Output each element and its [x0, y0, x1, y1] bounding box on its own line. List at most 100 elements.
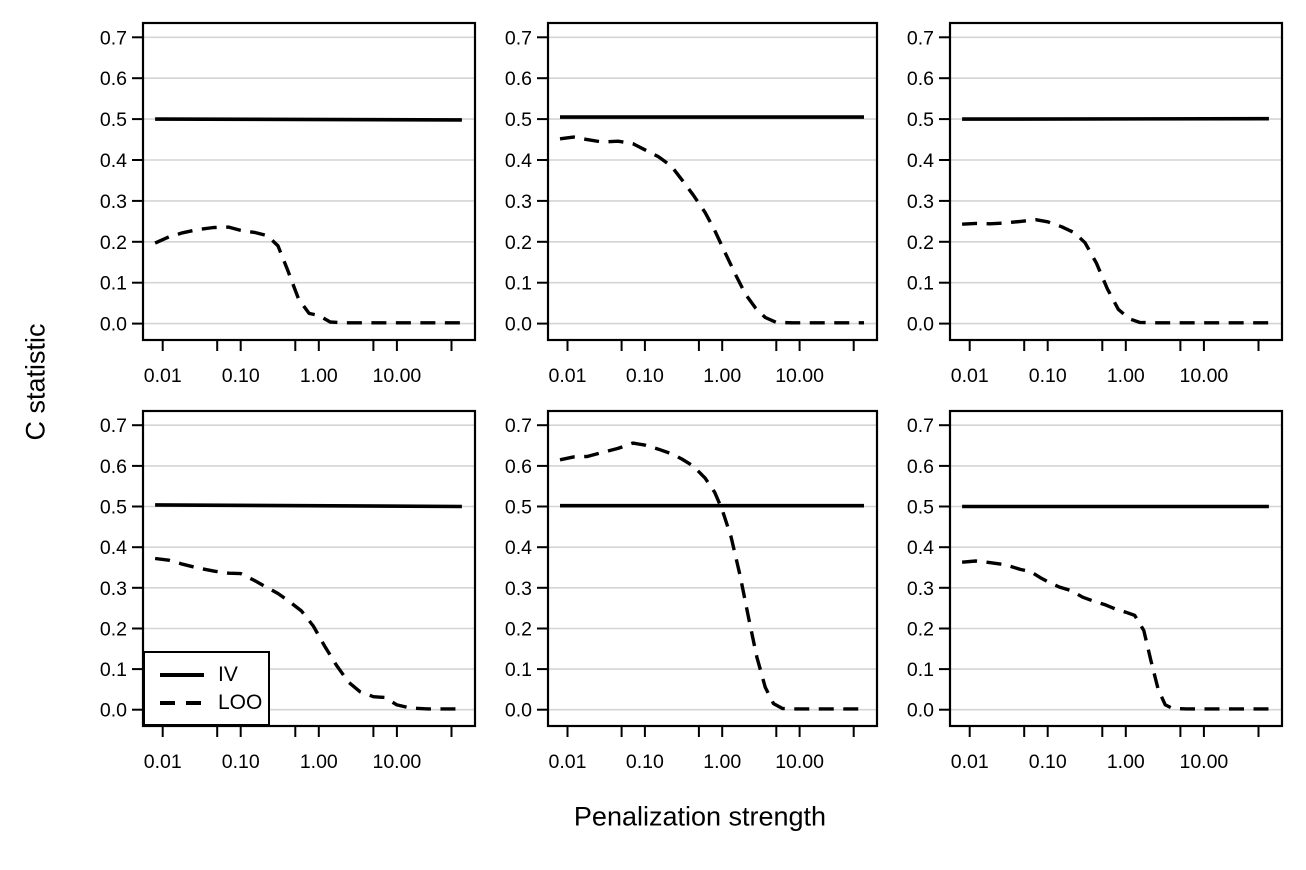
x-tick-label: 0.10	[1029, 751, 1067, 773]
x-tick-label: 0.10	[222, 751, 260, 773]
x-tick-label: 0.10	[626, 751, 664, 773]
loo-line	[962, 218, 1269, 325]
y-tick-label: 0.7	[100, 27, 127, 49]
y-tick-label: 0.6	[505, 68, 532, 90]
y-tick-label: 0.6	[100, 456, 127, 478]
y-tick-label: 0.4	[907, 537, 934, 559]
x-axis-label: Penalization strength	[573, 801, 827, 832]
x-tick-label: 0.01	[144, 751, 182, 773]
y-tick-label: 0.3	[100, 191, 127, 213]
y-tick-label: 0.2	[505, 232, 532, 254]
x-tick-label: 1.00	[1107, 751, 1145, 773]
y-tick-label: 0.3	[907, 578, 934, 600]
y-tick-label: 0.4	[505, 537, 532, 559]
panel-border	[141, 409, 477, 728]
x-tick-label: 10.00	[1179, 751, 1228, 773]
x-tick-label: 10.00	[775, 751, 824, 773]
y-tick-label: 0.7	[907, 415, 934, 437]
y-tick-label: 0.6	[907, 456, 934, 478]
x-tick-label: 0.10	[1029, 365, 1067, 387]
x-tick-label: 10.00	[372, 751, 421, 773]
panel-border	[546, 21, 879, 342]
x-tick-label: 1.00	[703, 751, 741, 773]
y-tick-label: 0.7	[100, 415, 127, 437]
legend: IV LOO	[143, 651, 270, 726]
y-tick-label: 0.5	[100, 109, 127, 131]
y-tick-label: 0.3	[907, 191, 934, 213]
loo-line	[154, 556, 462, 711]
x-tick-label: 0.10	[222, 365, 260, 387]
x-tick-label: 0.01	[549, 365, 587, 387]
y-tick-label: 0.2	[100, 619, 127, 641]
x-tick-label: 0.10	[626, 365, 664, 387]
y-tick-label: 0.0	[907, 700, 934, 722]
y-tick-label: 0.7	[505, 27, 532, 49]
y-tick-label: 0.0	[100, 700, 127, 722]
x-tick-label: 0.01	[144, 365, 182, 387]
x-tick-label: 10.00	[775, 365, 824, 387]
x-tick-label: 10.00	[1179, 365, 1228, 387]
x-tick-label: 1.00	[703, 365, 741, 387]
chart-panel-top-left: 0.0 0.1 0.2 0.3 0.4 0.5 0.6 0.7 0.01 0.10 1.00 10.0…	[100, 21, 477, 387]
x-tick-label: 0.01	[549, 751, 587, 773]
y-tick-label: 0.0	[907, 314, 934, 336]
x-tick-label: 0.01	[951, 365, 989, 387]
y-tick-label: 0.3	[100, 578, 127, 600]
x-tick-label: 10.00	[372, 365, 421, 387]
y-tick-label: 0.5	[505, 109, 532, 131]
y-tick-label: 0.1	[907, 659, 934, 681]
y-tick-label: 0.5	[100, 497, 127, 519]
y-tick-label: 0.4	[907, 150, 934, 172]
y-tick-label: 0.5	[907, 497, 934, 519]
legend-dashed-line-icon	[160, 700, 204, 705]
chart-panel-top-right: 0.0 0.1 0.2 0.3 0.4 0.5 0.6 0.7 0.01 0.10 1.00 10.0…	[907, 21, 1284, 387]
chart-panel-bottom-right: 0.0 0.1 0.2 0.3 0.4 0.5 0.6 0.7 0.01 0.10 1.00 10.0…	[907, 409, 1284, 773]
y-tick-label: 0.0	[505, 314, 532, 336]
y-tick-label: 0.6	[100, 68, 127, 90]
loo-line	[559, 441, 864, 711]
legend-item-label: LOO	[218, 691, 263, 714]
y-tick-label: 0.1	[100, 273, 127, 295]
legend-item-loo: LOO	[160, 692, 268, 713]
y-tick-label: 0.0	[100, 314, 127, 336]
chart-panel-top-middle: 0.0 0.1 0.2 0.3 0.4 0.5 0.6 0.7 0.01 0.10 1.00 10.0…	[505, 21, 879, 387]
loo-line	[961, 559, 1269, 711]
y-axis-label: C statistic	[20, 323, 51, 441]
legend-item-iv: IV	[160, 664, 268, 685]
y-tick-label: 0.4	[100, 537, 127, 559]
y-tick-label: 0.1	[907, 273, 934, 295]
y-tick-label: 0.4	[100, 150, 127, 172]
y-tick-label: 0.6	[907, 68, 934, 90]
iv-line	[155, 503, 462, 509]
y-tick-label: 0.2	[505, 619, 532, 641]
y-tick-label: 0.6	[505, 456, 532, 478]
y-tick-label: 0.2	[907, 619, 934, 641]
loo-line	[154, 225, 462, 325]
iv-line	[155, 117, 462, 122]
y-tick-label: 0.7	[505, 415, 532, 437]
y-tick-label: 0.5	[505, 497, 532, 519]
loo-line	[559, 135, 864, 325]
y-tick-label: 0.3	[505, 578, 532, 600]
panel-border	[948, 21, 1284, 342]
chart-panel-bottom-middle: 0.0 0.1 0.2 0.3 0.4 0.5 0.6 0.7 0.01 0.10 1.00 10.0…	[505, 409, 879, 773]
panel-border	[948, 409, 1284, 728]
y-tick-label: 0.2	[100, 232, 127, 254]
y-tick-label: 0.5	[907, 109, 934, 131]
x-tick-label: 1.00	[1107, 365, 1145, 387]
y-tick-label: 0.1	[100, 659, 127, 681]
legend-item-label: IV	[218, 663, 238, 686]
y-tick-label: 0.4	[505, 150, 532, 172]
panel-border	[546, 409, 879, 728]
legend-solid-line-icon	[160, 672, 204, 677]
y-tick-label: 0.0	[505, 700, 532, 722]
y-tick-label: 0.2	[907, 232, 934, 254]
y-tick-label: 0.1	[505, 273, 532, 295]
x-tick-label: 0.01	[951, 751, 989, 773]
x-tick-label: 1.00	[300, 751, 338, 773]
y-tick-label: 0.3	[505, 191, 532, 213]
y-tick-label: 0.1	[505, 659, 532, 681]
y-tick-label: 0.7	[907, 27, 934, 49]
